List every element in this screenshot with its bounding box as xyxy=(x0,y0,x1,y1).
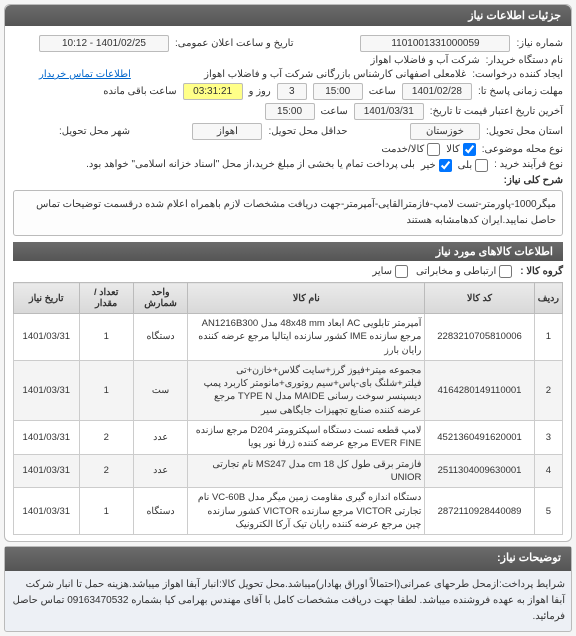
table-cell: لامپ قطعه تست دستگاه اسپکترومتر D204 مرج… xyxy=(188,421,425,455)
cb-no-input[interactable] xyxy=(439,159,452,172)
group-opt2-label: سایر xyxy=(372,266,392,277)
validity-date: 1401/03/31 xyxy=(354,103,424,120)
table-cell: 1401/03/31 xyxy=(14,314,80,361)
table-cell: 1 xyxy=(79,360,133,420)
group-opt1-input[interactable] xyxy=(499,265,512,278)
table-cell: 1 xyxy=(534,314,562,361)
table-header: کد کالا xyxy=(425,283,534,314)
deadline-time: 15:00 xyxy=(313,83,363,100)
table-cell: دستگاه اندازه گیری مقاومت زمین میگر مدل … xyxy=(188,488,425,535)
buyer-contact-link[interactable]: اطلاعات تماس خریدار xyxy=(39,69,131,80)
subject-type-label: نوع محله موضوعی: xyxy=(482,144,563,155)
requester-value: غلامعلی اصفهانی کارشناس بازرگانی شرکت آب… xyxy=(204,69,466,80)
validity-time: 15:00 xyxy=(265,103,315,120)
cb-kala-input[interactable] xyxy=(463,143,476,156)
requester-label: ایجاد کننده درخواست: xyxy=(472,69,563,80)
days-label: روز و xyxy=(249,86,271,97)
remaining-time: 03:31:21 xyxy=(183,83,243,100)
details-panel: جزئیات اطلاعات نیاز شماره نیاز: 11010013… xyxy=(4,4,572,542)
delivery-value: اهواز xyxy=(192,123,262,140)
table-cell: مجموعه میتر+فیوز گرز+سایت گلاس+خازن+تی ف… xyxy=(188,360,425,420)
group-opt2-input[interactable] xyxy=(395,265,408,278)
table-row: 24164280149110001مجموعه میتر+فیوز گرز+سا… xyxy=(14,360,563,420)
city-label: شهر محل تحویل: xyxy=(59,126,130,137)
table-cell: دستگاه xyxy=(133,488,187,535)
table-cell: 1401/03/31 xyxy=(14,360,80,420)
table-cell: 4164280149110001 xyxy=(425,360,534,420)
panel-body: شماره نیاز: 1101001331000059 تاریخ و ساع… xyxy=(5,26,571,541)
table-cell: 1 xyxy=(79,488,133,535)
area-value: خوزستان xyxy=(410,123,480,140)
time-label-2: ساعت xyxy=(321,106,348,117)
table-row: 42511304009630001فازمتر برقی طول کل 18 c… xyxy=(14,454,563,488)
table-cell: 2872110928440089 xyxy=(425,488,534,535)
table-cell: 2 xyxy=(79,421,133,455)
table-cell: 2 xyxy=(79,454,133,488)
validity-label: آخرین تاریخ اعتبار قیمت تا تاریخ: xyxy=(430,106,563,117)
process-label: نوع فرآیند خرید : xyxy=(494,159,563,170)
items-table: ردیفکد کالانام کالاواحد شمارشتعداد / مقد… xyxy=(13,282,563,535)
table-cell: 1401/03/31 xyxy=(14,421,80,455)
general-desc-value: میگر1000-پاورمتر-تست لامپ-فازمترالقایی-آ… xyxy=(13,190,563,236)
table-cell: 4 xyxy=(534,454,562,488)
deadline-label: مهلت زمانی پاسخ تا: xyxy=(478,86,563,97)
days-value: 3 xyxy=(277,83,307,100)
table-row: 12283210705810006آمپرمتر تابلویی AC ابعا… xyxy=(14,314,563,361)
cb-kalakh-input[interactable] xyxy=(427,143,440,156)
table-cell: 2283210705810006 xyxy=(425,314,534,361)
table-row: 34521360491620001لامپ قطعه تست دستگاه اس… xyxy=(14,421,563,455)
cb-yes-input[interactable] xyxy=(475,159,488,172)
need-number-label: شماره نیاز: xyxy=(516,38,563,49)
table-cell: آمپرمتر تابلویی AC ابعاد 48x48 mm مدل AN… xyxy=(188,314,425,361)
table-cell: فازمتر برقی طول کل 18 cm مدل MS247 نام ت… xyxy=(188,454,425,488)
table-header: ردیف xyxy=(534,283,562,314)
group-opt1-label: ارتباطی و مخابراتی xyxy=(416,266,496,277)
area-label: استان محل تحویل: xyxy=(486,126,563,137)
cb-kalakh[interactable]: کالا/خدمت xyxy=(381,143,440,156)
cb-no-label: خیر xyxy=(421,160,436,171)
remaining-label: ساعت باقی مانده xyxy=(103,86,176,97)
table-cell: 1401/03/31 xyxy=(14,488,80,535)
deadline-date: 1401/02/28 xyxy=(402,83,472,100)
footer-text: شرایط پرداخت:ازمحل طرحهای عمرانی(احتمالا… xyxy=(13,579,565,622)
table-cell: 2 xyxy=(534,360,562,420)
process-text: بلی پرداخت تمام یا بخشی از مبلغ خرید،از … xyxy=(13,159,415,170)
general-desc-label: شرح کلی نیاز: xyxy=(504,175,563,186)
table-header: نام کالا xyxy=(188,283,425,314)
group-label: گروه کالا : xyxy=(520,266,563,277)
table-cell: 1401/03/31 xyxy=(14,454,80,488)
table-cell: 5 xyxy=(534,488,562,535)
table-cell: 2511304009630001 xyxy=(425,454,534,488)
table-cell: ست xyxy=(133,360,187,420)
cb-no[interactable]: خیر xyxy=(421,159,452,172)
cb-yes-label: بلی xyxy=(458,160,472,171)
cb-yes[interactable]: بلی xyxy=(458,159,488,172)
table-row: 52872110928440089دستگاه اندازه گیری مقاو… xyxy=(14,488,563,535)
cb-kala[interactable]: کالا xyxy=(446,143,476,156)
footer-note: توضیحات نیاز: شرایط پرداخت:ازمحل طرحهای … xyxy=(4,546,572,632)
org-value: شرکت آب و فاضلاب اهواز xyxy=(371,55,480,66)
table-header: تاریخ نیاز xyxy=(14,283,80,314)
table-cell: عدد xyxy=(133,421,187,455)
table-cell: عدد xyxy=(133,454,187,488)
announce-value: 1401/02/25 - 10:12 xyxy=(39,35,169,52)
time-label-1: ساعت xyxy=(369,86,396,97)
cb-kala-label: کالا xyxy=(446,144,460,155)
announce-label: تاریخ و ساعت اعلان عمومی: xyxy=(175,38,294,49)
table-cell: 1 xyxy=(79,314,133,361)
table-cell: 4521360491620001 xyxy=(425,421,534,455)
conditions-label: توضیحات نیاز: xyxy=(5,547,571,571)
delivery-label: حداقل محل تحویل: xyxy=(268,126,347,137)
panel-title: جزئیات اطلاعات نیاز xyxy=(5,5,571,26)
org-label: نام دستگاه خریدار: xyxy=(486,55,563,66)
group-opt2[interactable]: سایر xyxy=(372,265,408,278)
table-cell: 3 xyxy=(534,421,562,455)
table-cell: دستگاه xyxy=(133,314,187,361)
table-header: تعداد / مقدار xyxy=(79,283,133,314)
need-number-value: 1101001331000059 xyxy=(360,35,510,52)
table-header: واحد شمارش xyxy=(133,283,187,314)
cb-kalakh-label: کالا/خدمت xyxy=(381,144,424,155)
items-header: اطلاعات کالاهای مورد نیاز xyxy=(13,242,563,261)
group-opt1[interactable]: ارتباطی و مخابراتی xyxy=(416,265,512,278)
